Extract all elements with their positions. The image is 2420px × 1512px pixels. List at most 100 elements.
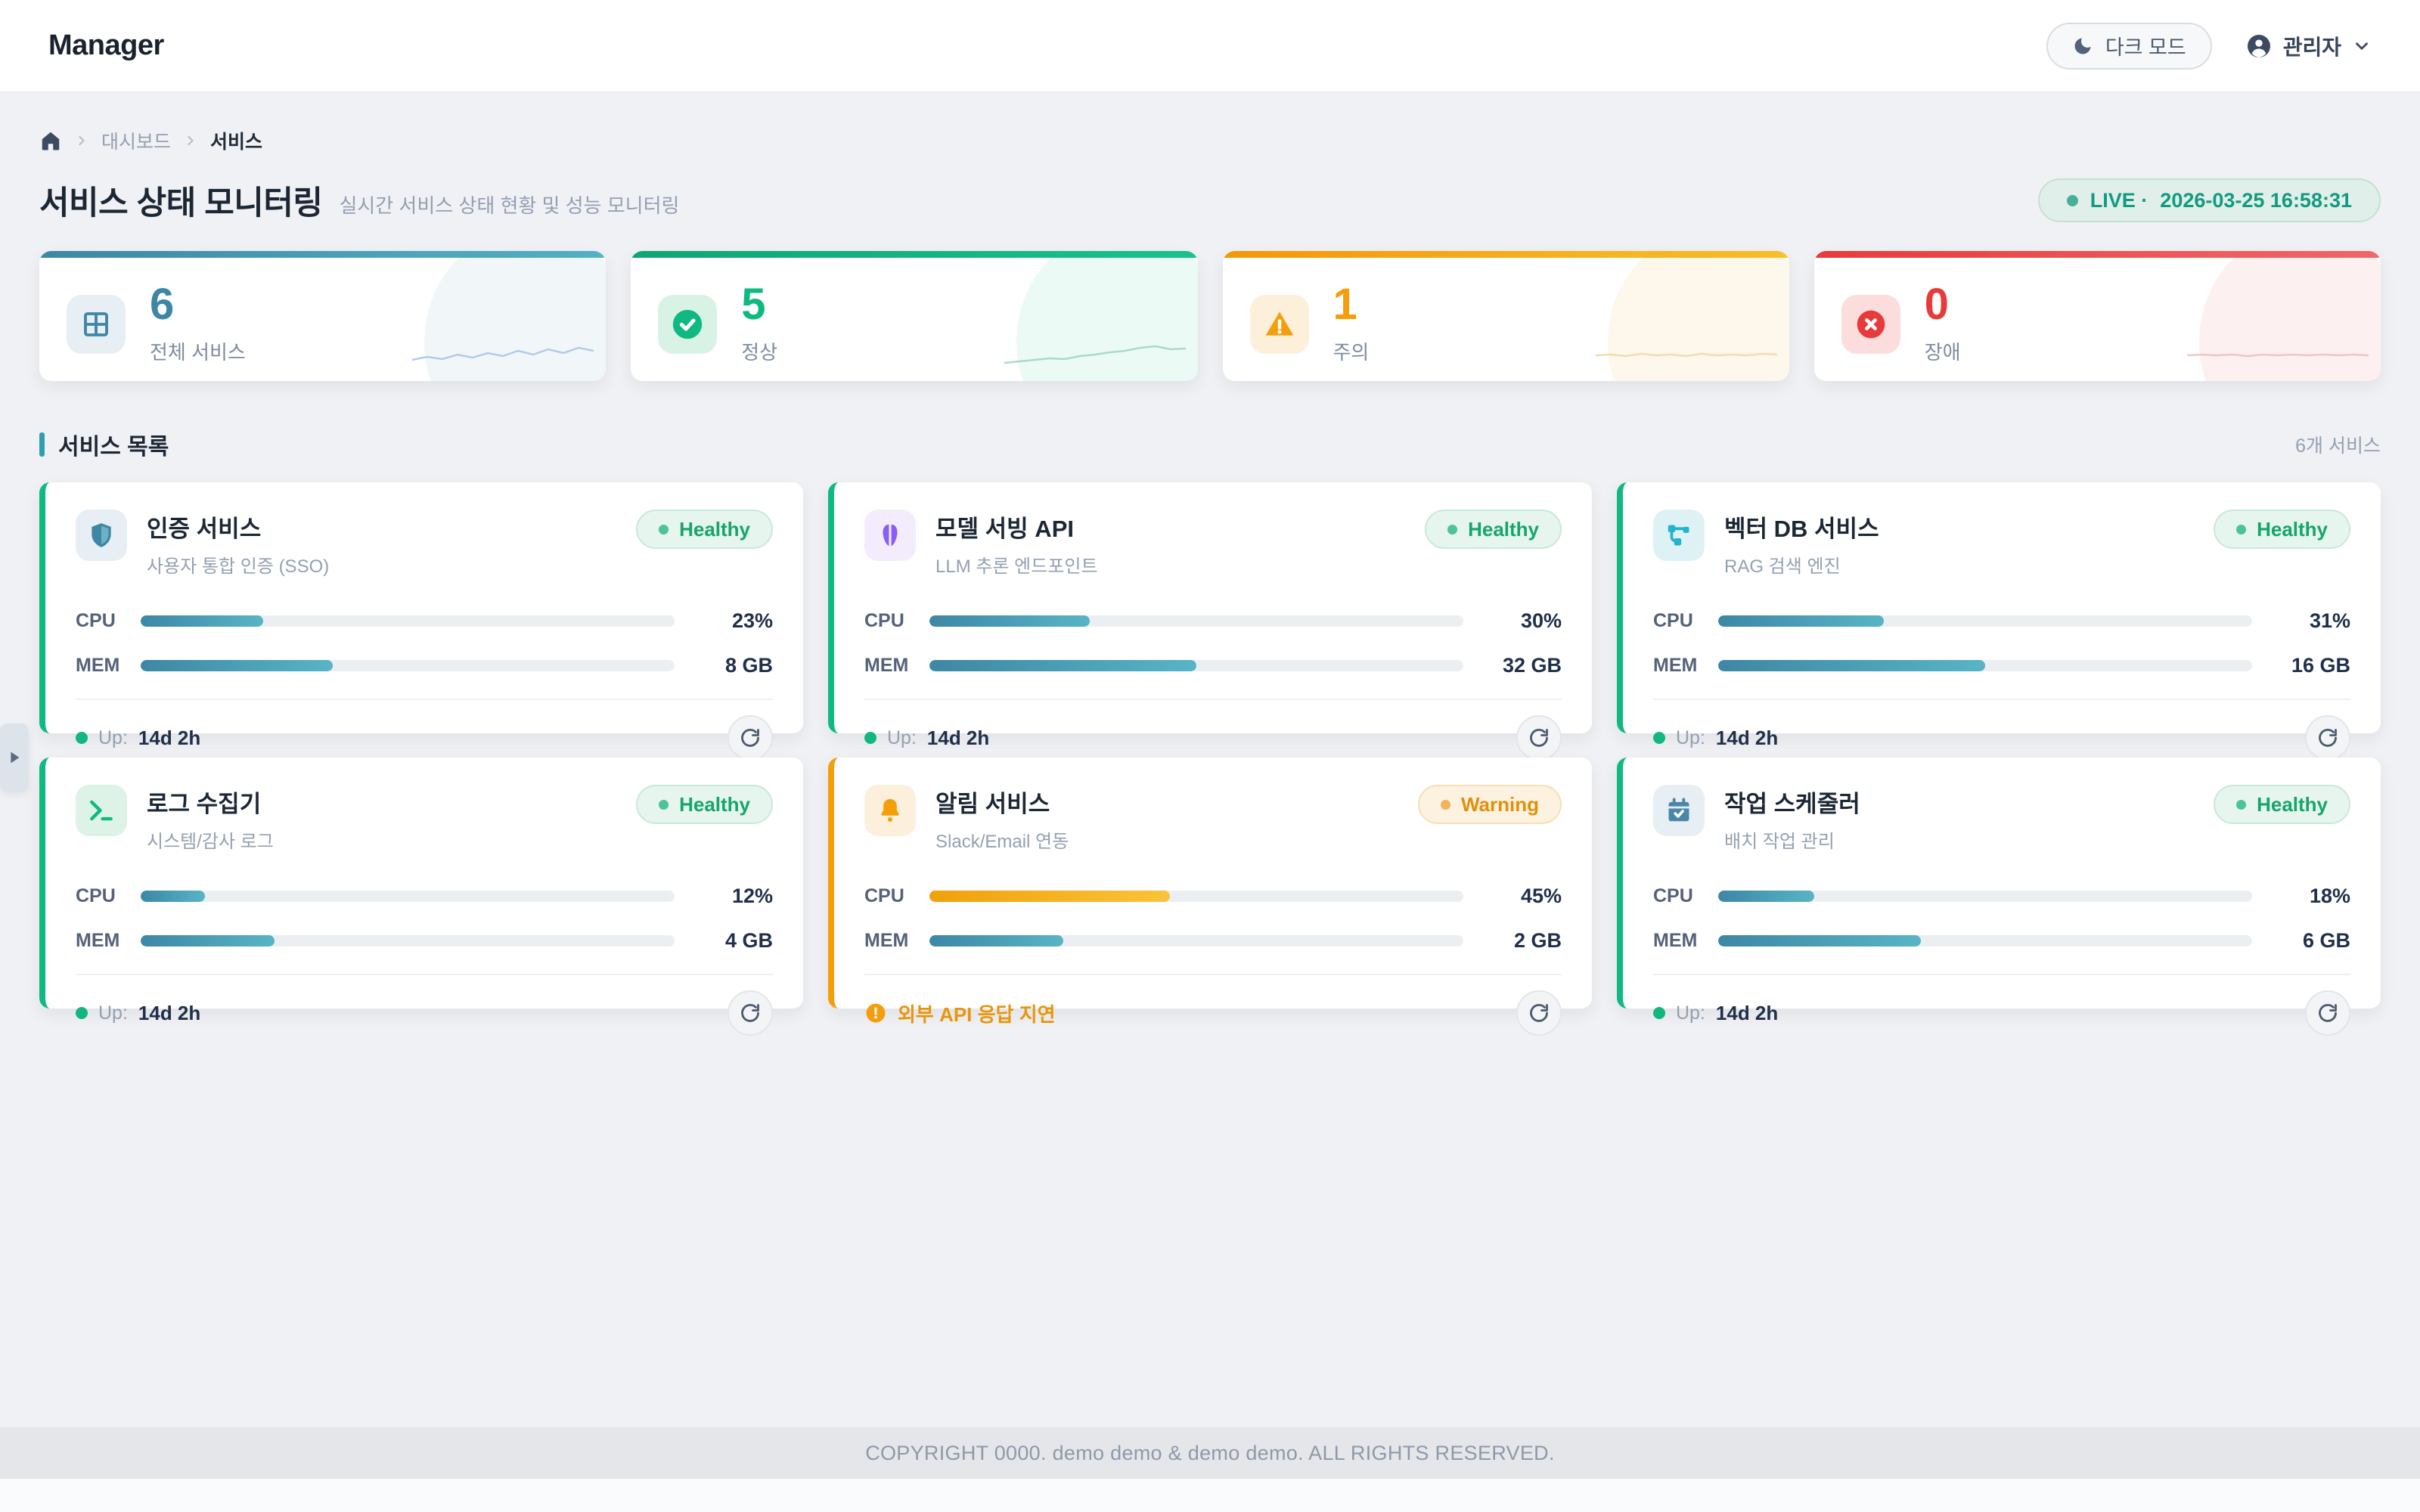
refresh-button[interactable] <box>2305 990 2350 1036</box>
status-badge: Warning <box>1417 785 1562 824</box>
service-card-vector-db: 벡터 DB 서비스 RAG 검색 엔진 Healthy CPU 31% MEM <box>1617 482 2381 761</box>
service-card-auth: 인증 서비스 사용자 통합 인증 (SSO) Healthy CPU 23% M… <box>39 482 803 761</box>
uptime-value: 14d 2h <box>138 1001 201 1024</box>
dark-mode-button[interactable]: 다크 모드 <box>2046 22 2212 70</box>
service-name: 알림 서비스 <box>935 791 1050 817</box>
live-label: LIVE · <box>2090 188 2149 212</box>
live-status-badge: LIVE · 2026-03-25 16:58:31 <box>2037 178 2381 222</box>
cpu-value: 12% <box>731 885 773 907</box>
cpu-label: CPU <box>864 885 904 906</box>
live-dot-icon <box>2066 194 2078 206</box>
service-name: 모델 서빙 API <box>935 516 1074 542</box>
service-card-notification: 알림 서비스 Slack/Email 연동 Warning CPU 45% ME… <box>828 758 1592 1036</box>
stat-label-healthy: 정상 <box>741 341 778 364</box>
brain-icon <box>864 510 916 561</box>
mem-bar <box>141 660 675 671</box>
mem-bar <box>1718 935 2252 947</box>
cpu-value: 45% <box>1520 885 1562 907</box>
service-name: 로그 수집기 <box>147 791 262 817</box>
cpu-bar <box>141 615 675 627</box>
mem-bar <box>141 935 675 947</box>
status-label: Warning <box>1460 792 1539 816</box>
uptime-dot-icon <box>1653 732 1665 744</box>
service-name: 인증 서비스 <box>147 516 262 542</box>
chevron-down-icon <box>2352 36 2372 56</box>
uptime-dot-icon <box>76 732 88 744</box>
mem-value: 4 GB <box>724 929 773 952</box>
stat-card-warning: 1 주의 <box>1222 251 1789 381</box>
chevron-right-icon <box>183 133 198 148</box>
cpu-value: 30% <box>1520 609 1562 632</box>
stats-row: 6 전체 서비스 5 정상 <box>39 251 2381 381</box>
bell-icon <box>864 785 916 836</box>
mem-value: 32 GB <box>1502 654 1562 677</box>
page-title-row: 서비스 상태 모니터링 실시간 서비스 상태 현황 및 성능 모니터링 LIVE… <box>39 177 2381 224</box>
cpu-label: CPU <box>1653 885 1693 906</box>
service-card-model-api: 모델 서빙 API LLM 추론 엔드포인트 Healthy CPU 30% M… <box>828 482 1592 761</box>
cpu-value: 18% <box>2309 885 2350 907</box>
status-label: Healthy <box>1468 517 1539 541</box>
service-card-scheduler: 작업 스케줄러 배치 작업 관리 Healthy CPU 18% MEM 6 <box>1617 758 2381 1036</box>
stat-card-healthy: 5 정상 <box>631 251 1198 381</box>
live-timestamp: 2026-03-25 16:58:31 <box>2160 188 2352 212</box>
section-title: 서비스 목록 <box>58 435 169 460</box>
service-desc: RAG 검색 엔진 <box>1724 556 1841 577</box>
mem-bar <box>929 660 1463 671</box>
status-dot-icon <box>2236 799 2247 810</box>
user-menu[interactable]: 관리자 <box>2245 31 2372 61</box>
cpu-bar <box>929 891 1463 902</box>
status-label: Healthy <box>679 792 750 816</box>
decorative-circle <box>2199 251 2381 381</box>
mem-label: MEM <box>864 930 909 951</box>
stat-card-total: 6 전체 서비스 <box>39 251 607 381</box>
stat-value-total: 6 <box>150 280 175 329</box>
service-list-header: 서비스 목록 6개 서비스 <box>39 428 2381 461</box>
status-badge: Healthy <box>636 510 773 549</box>
check-circle-icon <box>658 294 718 354</box>
home-icon[interactable] <box>39 129 62 152</box>
cpu-label: CPU <box>76 885 116 906</box>
shield-icon <box>76 510 127 561</box>
main-content: 대시보드 서비스 서비스 상태 모니터링 실시간 서비스 상태 현황 및 성능 … <box>0 92 2420 1427</box>
service-desc: 사용자 통합 인증 (SSO) <box>147 556 330 577</box>
status-label: Healthy <box>679 517 750 541</box>
status-dot-icon <box>2236 524 2247 534</box>
service-desc: 배치 작업 관리 <box>1724 832 1835 852</box>
stat-value-healthy: 5 <box>741 280 766 329</box>
service-count: 6개 서비스 <box>2295 435 2381 457</box>
cpu-bar <box>1718 615 2252 627</box>
status-badge: Healthy <box>2214 785 2350 824</box>
refresh-button[interactable] <box>2305 715 2350 761</box>
sidebar-expand-handle[interactable] <box>0 723 29 792</box>
service-name: 벡터 DB 서비스 <box>1724 516 1879 542</box>
uptime-label: Up: <box>1676 1002 1705 1024</box>
alert-circle-icon <box>864 1002 887 1024</box>
uptime-value: 14d 2h <box>1715 726 1779 749</box>
terminal-icon <box>76 785 127 836</box>
mem-bar <box>929 935 1463 947</box>
refresh-button[interactable] <box>728 715 773 761</box>
page-title: 서비스 상태 모니터링 <box>39 185 323 222</box>
service-grid: 인증 서비스 사용자 통합 인증 (SSO) Healthy CPU 23% M… <box>39 482 2381 1036</box>
status-badge: Healthy <box>1425 510 1562 549</box>
refresh-button[interactable] <box>1516 715 1562 761</box>
mem-label: MEM <box>1653 655 1698 676</box>
service-desc: 시스템/감사 로그 <box>147 832 274 852</box>
refresh-button[interactable] <box>728 990 773 1036</box>
moon-icon <box>2072 36 2093 57</box>
mem-value: 8 GB <box>724 654 773 677</box>
dark-mode-label: 다크 모드 <box>2105 36 2186 59</box>
stat-label-error: 장애 <box>1924 341 1961 364</box>
stat-card-error: 0 장애 <box>1813 251 2381 381</box>
breadcrumb-item-dashboard[interactable]: 대시보드 <box>101 132 172 153</box>
chevron-right-icon <box>74 133 89 148</box>
stat-value-warning: 1 <box>1333 280 1357 329</box>
mem-label: MEM <box>864 655 909 676</box>
grid-icon <box>67 294 126 354</box>
cpu-value: 31% <box>2309 609 2350 632</box>
sparkline-icon <box>1595 352 1777 358</box>
mem-value: 2 GB <box>1513 929 1562 952</box>
section-accent-bar <box>39 432 45 457</box>
mem-value: 6 GB <box>2302 929 2350 952</box>
refresh-button[interactable] <box>1516 990 1562 1036</box>
